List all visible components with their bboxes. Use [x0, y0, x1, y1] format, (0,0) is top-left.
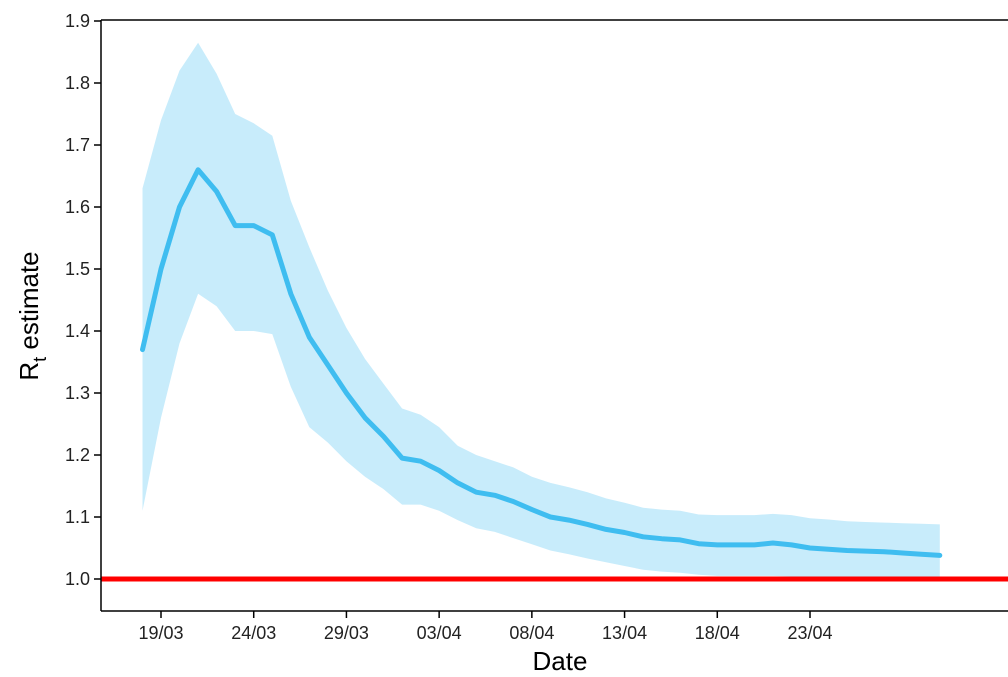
x-tick-label: 19/03 [138, 623, 183, 643]
x-tick-label: 24/03 [231, 623, 276, 643]
x-axis-ticks: 19/03 24/03 29/03 03/04 08/04 13/04 18/04 23/04 [138, 611, 833, 643]
y-tick-label: 1.8 [65, 73, 90, 93]
x-tick-label: 08/04 [509, 623, 554, 643]
y-tick-label: 1.3 [65, 383, 90, 403]
axes: 1.0 1.1 1.2 1.3 1.4 1.5 1.6 1.7 1.8 1.9 19/03 24/0… [65, 11, 1008, 643]
x-tick-label: 03/04 [417, 623, 462, 643]
x-tick-label: 13/04 [602, 623, 647, 643]
confidence-band [142, 42, 940, 578]
x-tick-label: 23/04 [787, 623, 832, 643]
y-axis-title-main: R [14, 362, 44, 381]
rt-estimate-line [140, 167, 943, 558]
y-axis-title: Rt estimate [14, 251, 50, 380]
x-tick-label: 18/04 [695, 623, 740, 643]
plot-area [101, 42, 1008, 582]
y-axis-ticks: 1.0 1.1 1.2 1.3 1.4 1.5 1.6 1.7 1.8 1.9 [65, 11, 101, 589]
y-tick-label: 1.1 [65, 507, 90, 527]
y-tick-label: 1.7 [65, 135, 90, 155]
y-tick-label: 1.5 [65, 259, 90, 279]
y-tick-label: 1.2 [65, 445, 90, 465]
y-tick-label: 1.6 [65, 197, 90, 217]
y-axis-title-suffix: estimate [14, 251, 44, 357]
y-tick-label: 1.9 [65, 11, 90, 31]
y-axis-title-subscript: t [30, 357, 50, 362]
y-tick-label: 1.0 [65, 569, 90, 589]
x-axis-title: Date [533, 646, 588, 676]
x-tick-label: 29/03 [324, 623, 369, 643]
y-tick-label: 1.4 [65, 321, 90, 341]
